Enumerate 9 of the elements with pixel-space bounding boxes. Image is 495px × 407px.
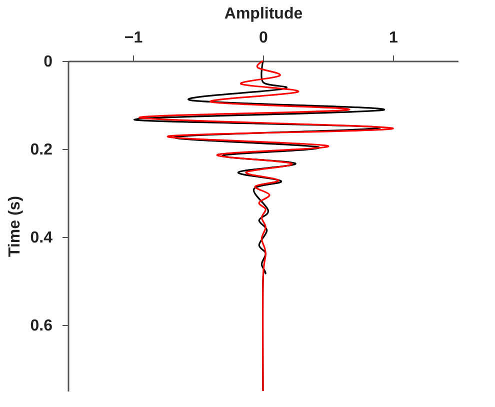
y-tick-label: 0.6 bbox=[30, 318, 53, 334]
y-axis-title: Time (s) bbox=[6, 196, 24, 258]
y-tick-label: 0.4 bbox=[30, 230, 53, 246]
y-tick-label: 0.2 bbox=[30, 142, 53, 158]
x-tick-label: 0 bbox=[259, 30, 268, 46]
x-tick-label: −1 bbox=[124, 30, 143, 46]
y-tick-label: 0 bbox=[44, 54, 53, 70]
x-tick-label: 1 bbox=[389, 30, 398, 46]
x-axis-title: Amplitude bbox=[224, 6, 303, 22]
